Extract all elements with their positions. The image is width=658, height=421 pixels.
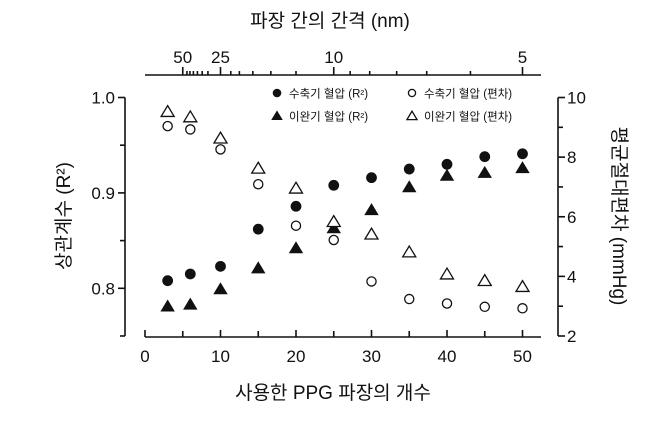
- x-axis-label: 사용한 PPG 파장의 개수: [235, 382, 431, 404]
- x2-tick-label: 25: [211, 48, 230, 67]
- data-point: [401, 244, 417, 258]
- data-point: [160, 299, 175, 312]
- legend-entry: 수축기 혈압 (편차): [407, 87, 512, 101]
- legend-marker-filled-triangle: [271, 110, 283, 121]
- data-point: [363, 226, 380, 240]
- x-tick-label: 10: [211, 347, 230, 366]
- data-point: [250, 160, 266, 174]
- y2-tick-label: 4: [567, 267, 576, 286]
- legend-label: 이완기 혈압 (편차): [424, 110, 512, 124]
- data-point: [212, 130, 229, 144]
- y-tick-label: 0.8: [91, 279, 115, 298]
- data-point: [514, 279, 531, 293]
- data-point: [326, 221, 341, 234]
- series-filled-triangle: [160, 161, 530, 312]
- data-point: [439, 168, 455, 181]
- legend-label: 수축기 혈압 (R²): [289, 87, 368, 101]
- data-point: [441, 298, 453, 309]
- x-tick-label: 20: [287, 347, 306, 366]
- data-point: [183, 297, 198, 310]
- y-tick-label: 1.0: [91, 89, 115, 108]
- data-point: [252, 223, 264, 235]
- data-point: [213, 282, 228, 295]
- data-point: [251, 261, 266, 274]
- legend-marker-open-circle: [407, 88, 417, 98]
- x2-axis-label: 파장 간의 간격 (nm): [250, 10, 410, 32]
- series-open-triangle: [159, 104, 531, 293]
- tick-labels: 0.8 0.9 1.0 2 4 6 8 10 0 10 20 30 40 50 50 25 10 5: [91, 48, 586, 366]
- y2-tick-label: 2: [567, 327, 576, 346]
- data-point: [182, 109, 198, 123]
- x2-tick-label: 50: [173, 48, 192, 67]
- legend: 수축기 혈압 (R²) 수축기 혈압 (편차) 이완기 혈압 (R²) 이완기 혈압 …: [271, 87, 512, 124]
- data-point: [288, 241, 304, 254]
- data-point: [328, 234, 339, 246]
- y2-tick-label: 6: [567, 208, 576, 227]
- data-point: [517, 148, 528, 160]
- data-point: [328, 179, 340, 191]
- x-tick-label: 30: [362, 347, 381, 366]
- data-point: [366, 172, 377, 184]
- data-point: [402, 180, 417, 193]
- legend-marker-open-triangle: [405, 109, 419, 121]
- x-tick-label: 50: [513, 347, 532, 366]
- data-points: [159, 104, 531, 314]
- data-point: [477, 273, 493, 287]
- legend-label: 이완기 혈압 (R²): [289, 110, 368, 124]
- x-tick-label: 0: [140, 347, 149, 366]
- data-point: [364, 203, 379, 216]
- data-point: [252, 179, 264, 190]
- data-point: [479, 151, 491, 163]
- data-point: [326, 214, 342, 228]
- data-point: [366, 276, 377, 287]
- data-point: [162, 275, 174, 287]
- x-tick-label: 40: [438, 347, 457, 366]
- y2-tick-label: 10: [567, 89, 586, 108]
- data-point: [290, 200, 302, 212]
- data-point: [403, 293, 415, 305]
- data-point: [441, 158, 453, 170]
- series-filled-circle: [162, 148, 528, 287]
- series-open-circle: [162, 120, 528, 314]
- data-point: [290, 220, 302, 231]
- legend-entry: 이완기 혈압 (편차): [405, 109, 512, 124]
- data-point: [215, 260, 226, 272]
- data-point: [159, 104, 176, 118]
- data-point: [162, 120, 173, 132]
- data-point: [185, 124, 196, 135]
- legend-label: 수축기 혈압 (편차): [424, 87, 512, 101]
- y2-axis-label: 평균절대편차 (mmHg): [608, 127, 630, 306]
- data-point: [477, 165, 492, 178]
- data-point: [439, 266, 455, 280]
- legend-entry: 이완기 혈압 (R²): [271, 110, 368, 124]
- data-point: [215, 144, 226, 155]
- data-point: [517, 303, 528, 314]
- data-point: [515, 161, 530, 174]
- data-point: [184, 268, 196, 280]
- data-point: [403, 163, 415, 175]
- y-axis-label: 상관계수 (R²): [53, 162, 75, 270]
- legend-marker-filled-circle: [272, 88, 282, 98]
- y-tick-label: 0.9: [91, 184, 115, 203]
- axes: [118, 67, 565, 338]
- data-point: [479, 301, 490, 313]
- legend-entry: 수축기 혈압 (R²): [272, 87, 368, 101]
- x2-tick-label: 5: [518, 48, 527, 67]
- x2-tick-label: 10: [324, 48, 343, 67]
- data-point: [288, 180, 304, 194]
- y2-tick-label: 8: [567, 148, 576, 167]
